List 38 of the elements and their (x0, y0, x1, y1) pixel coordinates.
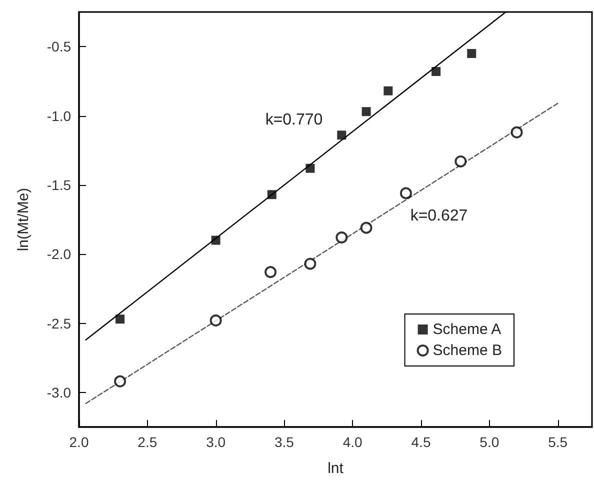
point (400, 187, 412, 200)
point (264, 266, 277, 278)
point (116, 314, 125, 324)
y-tick-label: -2.0 (46, 246, 72, 262)
x-tick-label: 2.0 (69, 434, 89, 450)
legend-label: Scheme A (432, 321, 502, 338)
point (306, 164, 315, 173)
point (210, 314, 222, 326)
point (267, 190, 276, 200)
legend-label: Scheme B (432, 342, 502, 359)
x-tick-label: 3.5 (274, 434, 294, 450)
point (337, 130, 346, 140)
point (336, 231, 348, 244)
point (362, 107, 371, 116)
point (510, 126, 523, 138)
x-axis-title: lnt (328, 460, 344, 477)
point (304, 258, 316, 270)
point (384, 86, 393, 96)
y-tick-label: -1.5 (46, 176, 72, 193)
y-axis-title: ln(Mt/Me) (15, 188, 32, 252)
point (432, 66, 441, 76)
y-tick-label: -1.0 (46, 108, 72, 124)
point (360, 222, 372, 234)
x-tick-label: 4.0 (342, 434, 363, 450)
x-tick-label: 5.0 (480, 434, 500, 450)
annotation: k=0.627 (410, 208, 468, 224)
point (454, 155, 467, 168)
y-tick-label: -0.5 (46, 38, 72, 55)
x-tick-label: 4.5 (411, 434, 431, 450)
x-tick-label: 2.5 (138, 434, 158, 450)
y-tick-label: -3.0 (46, 384, 72, 400)
x-tick-label: 3.0 (206, 434, 226, 450)
x-tick-label: 5.5 (548, 434, 568, 450)
point (211, 236, 220, 245)
y-tick-label: -2.5 (46, 315, 72, 332)
point (467, 49, 476, 58)
point (114, 375, 126, 388)
annotation: k=0.770 (265, 112, 323, 128)
